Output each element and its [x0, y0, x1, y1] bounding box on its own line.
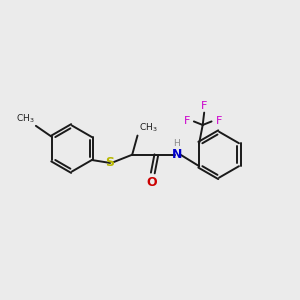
Text: CH$_3$: CH$_3$ — [139, 122, 158, 134]
Text: F: F — [183, 116, 190, 126]
Text: F: F — [216, 116, 222, 126]
Text: S: S — [106, 157, 115, 169]
Text: CH$_3$: CH$_3$ — [16, 112, 34, 125]
Text: F: F — [201, 101, 207, 111]
Text: H: H — [174, 139, 180, 148]
Text: N: N — [172, 148, 182, 161]
Text: O: O — [146, 176, 157, 190]
